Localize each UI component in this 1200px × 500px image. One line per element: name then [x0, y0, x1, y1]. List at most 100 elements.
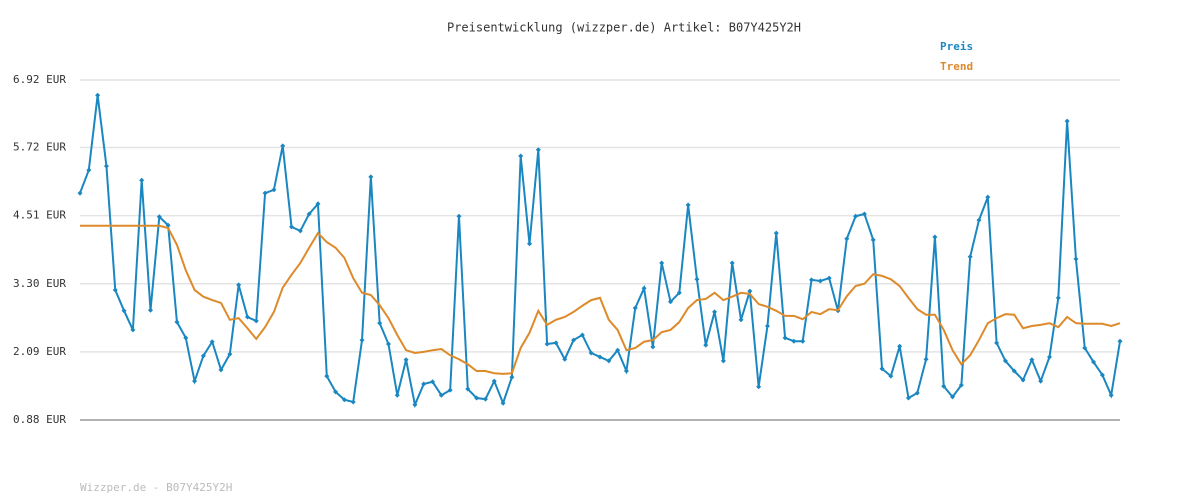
point	[967, 254, 973, 260]
point	[764, 323, 770, 329]
point	[870, 237, 876, 243]
point	[526, 241, 532, 247]
point	[474, 395, 480, 401]
point	[130, 327, 136, 333]
point	[368, 174, 374, 180]
point	[914, 390, 920, 396]
point	[703, 342, 709, 348]
point	[861, 211, 867, 217]
point	[236, 282, 242, 288]
point	[729, 260, 735, 266]
point	[465, 386, 471, 392]
point	[156, 214, 162, 220]
point	[817, 278, 823, 284]
y-tick-label: 2.09 EUR	[13, 345, 66, 358]
y-tick-label: 3.30 EUR	[13, 277, 66, 290]
point	[950, 394, 956, 400]
legend-entry: Trend	[940, 60, 973, 73]
point	[315, 201, 321, 207]
point	[174, 319, 180, 325]
point	[747, 288, 753, 294]
point	[932, 234, 938, 240]
point	[923, 356, 929, 362]
point	[403, 357, 409, 363]
point	[482, 396, 488, 402]
point	[738, 317, 744, 323]
legend-entry: Preis	[940, 40, 973, 53]
point	[200, 353, 206, 359]
point	[1099, 372, 1105, 378]
point	[218, 367, 224, 373]
footer: Wizzper.de - B07Y425Y2H	[80, 481, 232, 494]
point	[720, 358, 726, 364]
point	[394, 392, 400, 398]
point	[685, 202, 691, 208]
point	[632, 305, 638, 311]
point	[544, 341, 550, 347]
point	[623, 368, 629, 374]
point	[941, 383, 947, 389]
point	[597, 354, 603, 360]
point	[668, 299, 674, 305]
point	[1091, 359, 1097, 365]
point	[905, 395, 911, 401]
point	[659, 260, 665, 266]
point	[183, 335, 189, 341]
point	[86, 167, 92, 173]
point	[773, 230, 779, 236]
point	[112, 287, 118, 293]
y-tick-label: 0.88 EUR	[13, 413, 66, 426]
point	[209, 339, 215, 345]
point	[77, 190, 83, 196]
point	[491, 378, 497, 384]
point	[1073, 256, 1079, 262]
point	[280, 143, 286, 149]
point	[262, 190, 268, 196]
point	[782, 335, 788, 341]
point	[324, 373, 330, 379]
point	[650, 344, 656, 350]
point	[1020, 377, 1026, 383]
point	[1082, 345, 1088, 351]
point	[95, 92, 101, 98]
point	[359, 337, 365, 343]
point	[192, 378, 198, 384]
point	[227, 351, 233, 357]
point	[253, 318, 259, 324]
point	[165, 222, 171, 228]
point	[121, 308, 127, 314]
point	[244, 314, 250, 320]
point	[385, 341, 391, 347]
point	[421, 381, 427, 387]
point	[897, 343, 903, 349]
point	[694, 276, 700, 282]
point	[456, 213, 462, 219]
point	[853, 213, 859, 219]
y-tick-label: 5.72 EUR	[13, 141, 66, 154]
point	[844, 236, 850, 242]
point	[412, 402, 418, 408]
point	[1046, 354, 1052, 360]
point	[756, 384, 762, 390]
point	[148, 307, 154, 313]
point	[306, 211, 312, 217]
point	[103, 163, 109, 169]
point	[641, 285, 647, 291]
point	[518, 153, 524, 159]
point	[712, 309, 718, 315]
point	[430, 379, 436, 385]
point	[1029, 357, 1035, 363]
point	[976, 217, 982, 223]
point	[341, 397, 347, 403]
point	[579, 332, 585, 338]
point	[809, 277, 815, 283]
point	[139, 177, 145, 183]
point	[377, 320, 383, 326]
point	[562, 356, 568, 362]
point	[553, 340, 559, 346]
point	[826, 275, 832, 281]
point	[535, 147, 541, 153]
point	[676, 290, 682, 296]
